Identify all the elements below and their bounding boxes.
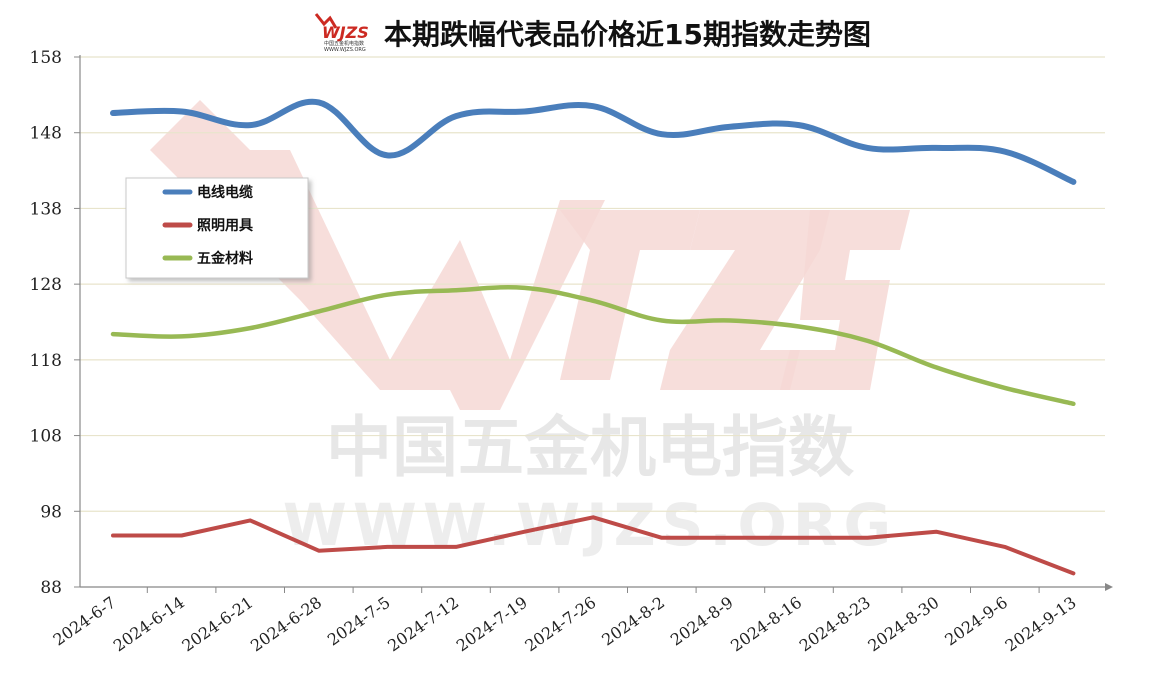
- y-tick-label: 98: [40, 502, 62, 522]
- logo-url: WWW.WJZS.ORG: [324, 47, 366, 53]
- x-tick-label: 2024-8-16: [727, 593, 805, 656]
- watermark-chinese: 中国五金机电指数: [326, 409, 854, 486]
- legend-label: 电线电缆: [197, 184, 253, 201]
- x-tick-label: 2024-8-9: [667, 593, 737, 650]
- y-tick-label: 158: [30, 48, 62, 68]
- x-tick-label: 2024-7-19: [453, 593, 531, 656]
- y-tick-label: 148: [30, 124, 62, 144]
- x-tick-label: 2024-9-6: [941, 593, 1011, 650]
- x-tick-label: 2024-9-13: [1002, 593, 1080, 656]
- x-tick-label: 2024-8-30: [864, 593, 942, 656]
- y-tick-label: 118: [30, 351, 62, 371]
- logo-subtitle: 中国五金机电指数: [324, 40, 364, 47]
- x-tick-label: 2024-7-26: [521, 593, 599, 656]
- y-tick-label: 108: [30, 427, 62, 447]
- title-group: WJZS 中国五金机电指数 WWW.WJZS.ORG 本期跌幅代表品价格近15期…: [316, 14, 871, 53]
- x-tick-label: 2024-7-12: [384, 593, 462, 656]
- legend-label: 五金材料: [197, 250, 253, 267]
- x-axis-arrow-icon: [1105, 583, 1113, 591]
- logo-brand: WJZS: [322, 23, 369, 42]
- y-tick-label: 128: [30, 275, 62, 295]
- watermark: 中国五金机电指数 WWW.WJZS.ORG: [150, 100, 910, 559]
- x-tick-label: 2024-8-23: [796, 593, 874, 656]
- chart-title: 本期跌幅代表品价格近15期指数走势图: [384, 18, 871, 51]
- y-tick-label: 138: [30, 199, 62, 219]
- x-tick-label: 2024-8-2: [598, 593, 668, 650]
- x-tick-label: 2024-6-14: [110, 593, 188, 656]
- legend-label: 照明用具: [197, 218, 253, 234]
- logo: WJZS 中国五金机电指数 WWW.WJZS.ORG: [316, 14, 369, 53]
- x-tick-label: 2024-6-7: [50, 593, 120, 650]
- x-tick-label: 2024-6-28: [247, 593, 325, 656]
- y-tick-label: 88: [40, 578, 62, 598]
- x-tick-label: 2024-7-5: [324, 593, 394, 650]
- x-tick-label: 2024-6-21: [178, 593, 256, 656]
